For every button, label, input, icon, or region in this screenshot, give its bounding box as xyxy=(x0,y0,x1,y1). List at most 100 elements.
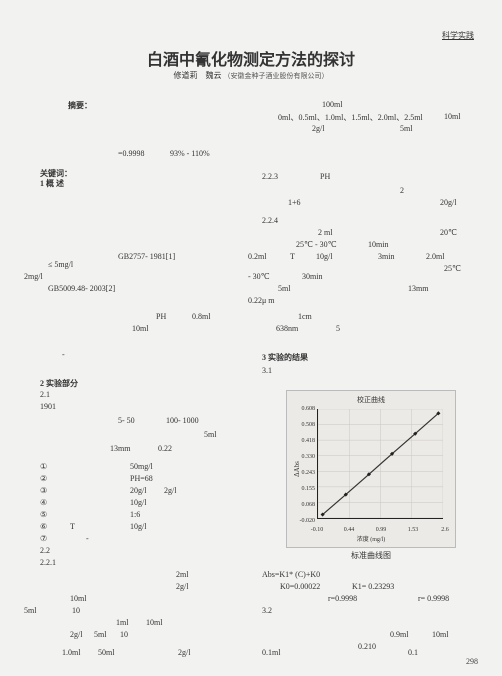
chart-xtick: 2.6 xyxy=(441,527,449,533)
list-1: ① xyxy=(40,462,47,471)
k1: K1= 0.23293 xyxy=(352,582,394,591)
b-10ml: 10ml xyxy=(70,594,86,603)
list-4-val: 10g/l xyxy=(130,498,146,507)
chart-caption: 标准曲线图 xyxy=(286,550,456,561)
val-08ml: 0.8ml xyxy=(192,312,210,321)
r-638nm: 638nm xyxy=(276,324,298,333)
d-10ml: 1.0ml xyxy=(62,648,80,657)
val-2ml: 2ml xyxy=(176,570,188,579)
r-25c: 25℃ xyxy=(444,264,461,273)
r-2ml-temp: 2 ml xyxy=(318,228,332,237)
section-2-2-4: 2.2.4 xyxy=(262,216,278,225)
r-20ml-b: 2.0ml xyxy=(426,252,444,261)
r-10ml: 10ml xyxy=(444,112,460,121)
equation: Abs=K1* (C)+K0 xyxy=(262,570,320,579)
r-02ml: 0.2ml xyxy=(248,252,266,261)
list-6-t: T xyxy=(70,522,75,531)
section-1: 1 概 述 xyxy=(40,178,64,189)
s223-ph: PH xyxy=(320,172,330,181)
e-01: 0.1 xyxy=(408,648,418,657)
r-1cm: 1cm xyxy=(298,312,312,321)
list-7: ⑦ xyxy=(40,534,47,543)
list-2: ② xyxy=(40,474,47,483)
section-2-2: 2.2 xyxy=(40,546,50,555)
r-coef: r=0.9998 xyxy=(328,594,357,603)
chart-svg xyxy=(318,409,443,518)
recovery-range: 93% - 110% xyxy=(170,149,210,158)
calibration-chart: 校正曲线 ΔAbs 浓度 (mg/l) -0.0200.0680.1550.24… xyxy=(286,390,456,548)
e-01ml: 0.1ml xyxy=(262,648,280,657)
abstract-label: 摘要： xyxy=(68,100,92,111)
list-3-val2: 2g/l xyxy=(164,486,176,495)
list-3: ③ xyxy=(40,486,47,495)
c-5ml: 5ml xyxy=(94,630,106,639)
val-10ml-a: 10ml xyxy=(132,324,148,333)
author-affil: （安徽金种子酒业股份有限公司） xyxy=(224,72,329,80)
k0: K0=0.00022 xyxy=(280,582,320,591)
val-2mgl: 2mg/l xyxy=(24,272,43,281)
list-1-val: 50mg/l xyxy=(130,462,153,471)
section-3-1: 3.1 xyxy=(262,366,272,375)
rb-5ml: 5ml xyxy=(278,284,290,293)
e-09ml: 0.9ml xyxy=(390,630,408,639)
b-5ml: 5ml xyxy=(24,606,36,615)
r-10min: 10min xyxy=(368,240,388,249)
val-13mm: 13mm xyxy=(110,444,130,453)
r-n2: 2 xyxy=(400,186,404,195)
r-5ml: 5ml xyxy=(400,124,412,133)
r-n5: 5 xyxy=(336,324,340,333)
chart-xtick: -0.10 xyxy=(311,527,324,533)
list-2-val: PH=68 xyxy=(130,474,153,483)
r-20gl: 20g/l xyxy=(440,198,456,207)
chart-xtick: 0.99 xyxy=(376,527,387,533)
section-2-1: 2.1 xyxy=(40,390,50,399)
r-10gl: 10g/l xyxy=(316,252,332,261)
bb-10: 10 xyxy=(120,630,128,639)
r-100ml: 100ml xyxy=(322,100,342,109)
gb-ref-2: GB5009.48- 2003[2] xyxy=(48,284,115,293)
chart-ytick: 0.068 xyxy=(287,502,315,508)
chart-title: 校正曲线 xyxy=(287,395,455,405)
e-10ml: 10ml xyxy=(432,630,448,639)
list-5: ⑤ xyxy=(40,510,47,519)
page-number: 298 xyxy=(466,657,478,666)
section-2-2-1: 2.2.1 xyxy=(40,558,56,567)
r-T: T xyxy=(290,252,295,261)
chart-ytick: 0.418 xyxy=(287,438,315,444)
rb-13mm: 13mm xyxy=(408,284,428,293)
r-16: 1+6 xyxy=(288,198,301,207)
r-3min: 3min xyxy=(378,252,394,261)
r-20c: 20℃ xyxy=(440,228,457,237)
e-0210: 0.210 xyxy=(358,642,376,651)
chart-xtick: 0.44 xyxy=(344,527,355,533)
list-4: ④ xyxy=(40,498,47,507)
chart-xlabel: 浓度 (mg/l) xyxy=(287,534,455,543)
bb-10ml: 10ml xyxy=(146,618,162,627)
chart-ytick: -0.020 xyxy=(287,518,315,524)
range-1001000: 100- 1000 xyxy=(166,416,199,425)
r-series: 0ml、0.5ml、1.0ml、1.5ml、2.0ml、2.5ml xyxy=(278,112,423,123)
chart-ytick: 0.508 xyxy=(287,422,315,428)
r-coef2: r= 0.9998 xyxy=(418,594,449,603)
authors: 修道莉 魏云 （安徽金种子酒业股份有限公司） xyxy=(0,70,502,81)
chart-ytick: 0.608 xyxy=(287,406,315,412)
list-7-dash: - xyxy=(86,534,89,543)
r-n30: - 30℃ xyxy=(248,272,270,281)
r-2gl: 2g/l xyxy=(312,124,324,133)
author-names: 修道莉 魏云 xyxy=(174,71,222,80)
list-3-val: 20g/l xyxy=(130,486,146,495)
r-30min: 30min xyxy=(302,272,322,281)
section-2: 2 实验部分 xyxy=(40,378,78,389)
val-5ml-a: 5ml xyxy=(204,430,216,439)
range-550: 5- 50 xyxy=(118,416,135,425)
section-3: 3 实验的结果 xyxy=(262,352,308,363)
d-50ml: 50ml xyxy=(98,648,114,657)
chart-xtick: 1.53 xyxy=(408,527,419,533)
r-022um: 0.22μ m xyxy=(248,296,275,305)
chart-ytick: 0.243 xyxy=(287,470,315,476)
val-2gl: 2g/l xyxy=(176,582,188,591)
chart-ytick: 0.330 xyxy=(287,454,315,460)
section-3-2: 3.2 xyxy=(262,606,272,615)
list-6: ⑥ xyxy=(40,522,47,531)
b-10: 10 xyxy=(72,606,80,615)
